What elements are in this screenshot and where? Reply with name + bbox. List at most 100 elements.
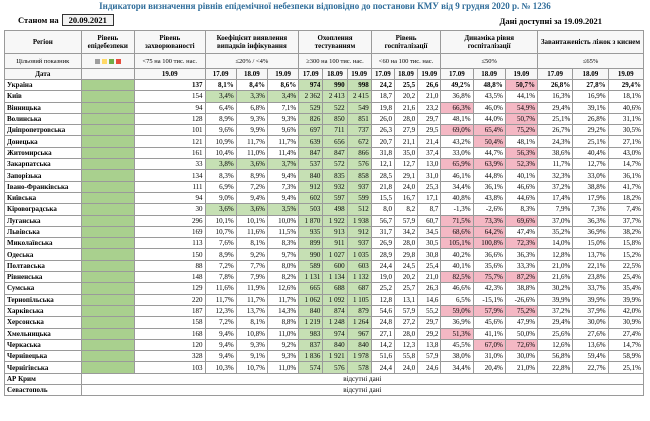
row: Львівська 169 10,7% 11,6% 11,5% 935 913 912 31,7… [4,225,645,239]
value-cell: 912 [346,225,372,239]
as-of: Станом на 20.09.2021 [18,14,114,26]
value-cell: 39,9% [537,293,574,306]
value-cell: 12,8% [537,248,574,261]
value-cell: 33,7% [572,282,609,295]
value-cell: 36,3% [572,214,609,227]
region: Київ [4,90,82,103]
value-cell: 10,9% [204,135,237,148]
value-cell: 66,3% [440,101,474,114]
value-cell: 75,2% [504,124,539,137]
value-cell: 26,3 [417,282,442,295]
value-cell: 24,4 [370,361,395,374]
value-cell: 24,8 [370,316,395,329]
value-cell: 134 [133,169,206,182]
value-cell: 8,1% [235,316,268,329]
value-cell: 121 [133,135,206,148]
value-cell: 9,2% [235,248,268,261]
value-cell: 574 [298,361,324,374]
level-cell [80,169,135,182]
value-cell: 7,2% [204,316,237,329]
level-cell [80,282,135,295]
value-cell: 57,9 [393,214,419,227]
value-cell: 990 [298,248,324,261]
value-cell: 847 [298,146,324,160]
value-cell: 14,7% [607,338,645,352]
value-cell: 1 134 [322,271,348,284]
value-cell: 3,3% [235,90,268,103]
value-cell: 2 413 [322,90,348,103]
value-cell: 589 [298,259,324,273]
value-cell: 512 [346,203,372,216]
value-cell: 60,7 [417,214,442,227]
level-cell [80,191,135,205]
value-cell: 38,2% [607,225,645,239]
value-cell: 26,3 [370,124,395,137]
region: Одеська [4,248,82,261]
value-cell: 43,2% [440,135,474,148]
value-cell: 57,9% [472,304,506,318]
value-cell: 24,0 [393,180,419,193]
row: Хмельницька 168 9,4% 10,8% 11,0% 983 974 967 27,… [4,327,645,340]
value-cell: 50,7% [504,78,539,92]
value-cell: 697 [298,124,324,137]
value-cell: 44,1% [504,90,539,103]
column-header: Регіон [4,30,82,54]
region: Донецька [4,135,82,148]
value-cell: 7,3% [572,203,609,216]
value-cell: 28,5 [370,169,395,182]
value-cell: 36,9% [440,316,474,329]
value-cell: 14,3% [266,304,300,318]
value-cell: 25,4 [417,259,442,273]
value-cell: 21,0% [537,259,574,273]
value-cell: 33,3% [504,259,539,273]
value-cell: 14,0% [537,237,574,250]
value-cell: 851 [346,112,372,126]
value-cell: 11,9% [235,282,268,295]
value-cell: 9,3% [235,338,268,352]
level-cell [80,259,135,273]
value-cell: -15,1% [472,293,506,306]
value-cell: 12,1 [370,158,395,171]
value-cell: 25,1% [607,361,645,374]
level-cell [80,180,135,193]
value-cell: 26,7% [537,124,574,137]
value-cell: 10,0% [266,214,300,227]
level-cell [80,361,135,374]
region: Луганська [4,214,82,227]
value-cell: 154 [133,90,206,103]
value-cell: 36,1% [472,180,506,193]
value-cell: 8,6% [266,78,300,92]
value-cell: 56,8% [537,350,574,363]
value-cell: 597 [322,191,348,205]
region: Житомирська [4,146,82,160]
value-cell: 72,6% [504,338,539,352]
value-cell: 26,9 [370,237,395,250]
value-cell: 913 [322,225,348,239]
region: Черкаська [4,338,82,352]
value-cell: 6,8% [235,101,268,114]
row: Херсонська 158 7,2% 8,1% 8,8% 1 219 1 248 1 264… [4,316,645,329]
value-cell: 639 [298,135,324,148]
date: 17.09 [537,68,574,80]
value-cell: 28,0 [393,112,419,126]
region: АР Крим [4,372,82,386]
value-cell: 13,1 [393,293,419,306]
value-cell: 25,1% [537,112,574,126]
value-cell: 41,7% [607,180,645,193]
value-cell: 48,1% [504,135,539,148]
value-cell: 69,6% [504,214,539,227]
level-cell [80,271,135,284]
row: Дніпропетровська 101 9,6% 9,9% 9,6% 697 711 737… [4,124,645,137]
value-cell: 1 870 [298,214,324,227]
value-cell: 21,6 [393,101,419,114]
value-cell: 72,3% [504,237,539,250]
column-header: Коефіцієнт виявлення випадків інфікуванн… [204,30,300,54]
value-cell: 31,7 [370,225,395,239]
value-cell: 82,5% [440,271,474,284]
date: 19.09 [607,68,645,80]
value-cell: 65,4% [472,124,506,137]
value-cell: 17,1 [417,191,442,205]
value-cell: 9,3% [266,112,300,126]
value-cell: 522 [322,101,348,114]
region: Київська [4,191,82,205]
